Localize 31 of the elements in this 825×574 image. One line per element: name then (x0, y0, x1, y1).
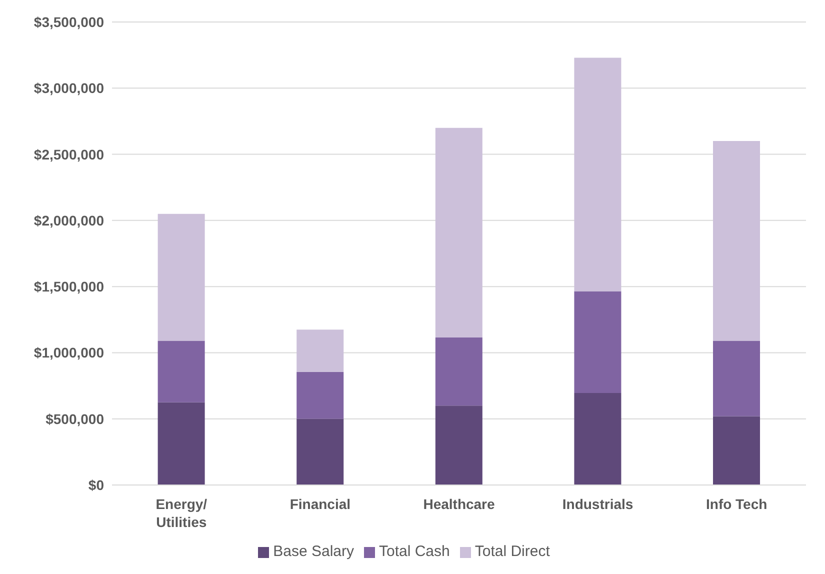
x-tick-label: Industrials (562, 496, 634, 512)
y-tick-label: $500,000 (46, 410, 104, 427)
y-tick-label: $3,500,000 (34, 14, 104, 30)
y-tick-label: $2,500,000 (34, 146, 104, 162)
bar (713, 416, 760, 485)
bar (574, 393, 622, 485)
y-tick-label: $0 (88, 476, 104, 493)
bar (158, 340, 205, 402)
bar (574, 58, 622, 292)
bar (158, 214, 205, 341)
x-tick-label: Info Tech (706, 496, 768, 512)
bar (435, 128, 482, 338)
y-tick-label: $1,500,000 (34, 278, 104, 295)
y-tick-label: $3,000,000 (34, 80, 104, 96)
bar (296, 330, 344, 372)
bar (435, 406, 482, 485)
y-tick-label: $1,000,000 (34, 344, 104, 361)
bar (713, 340, 760, 416)
y-tick-label: $2,000,000 (34, 212, 104, 228)
bar (713, 141, 760, 341)
legend-label: Total Direct (474, 543, 550, 560)
bar (158, 402, 205, 485)
legend-label: Total Cash (378, 543, 450, 560)
bar (574, 291, 622, 394)
bar (435, 338, 482, 406)
legend-label: Base Salary (273, 543, 354, 560)
bar (296, 418, 344, 485)
bar (296, 372, 344, 419)
x-tick-label: Energy/ Utilities (156, 496, 208, 530)
x-tick-label: Healthcare (423, 496, 496, 512)
x-tick-label: Financial (290, 496, 351, 512)
